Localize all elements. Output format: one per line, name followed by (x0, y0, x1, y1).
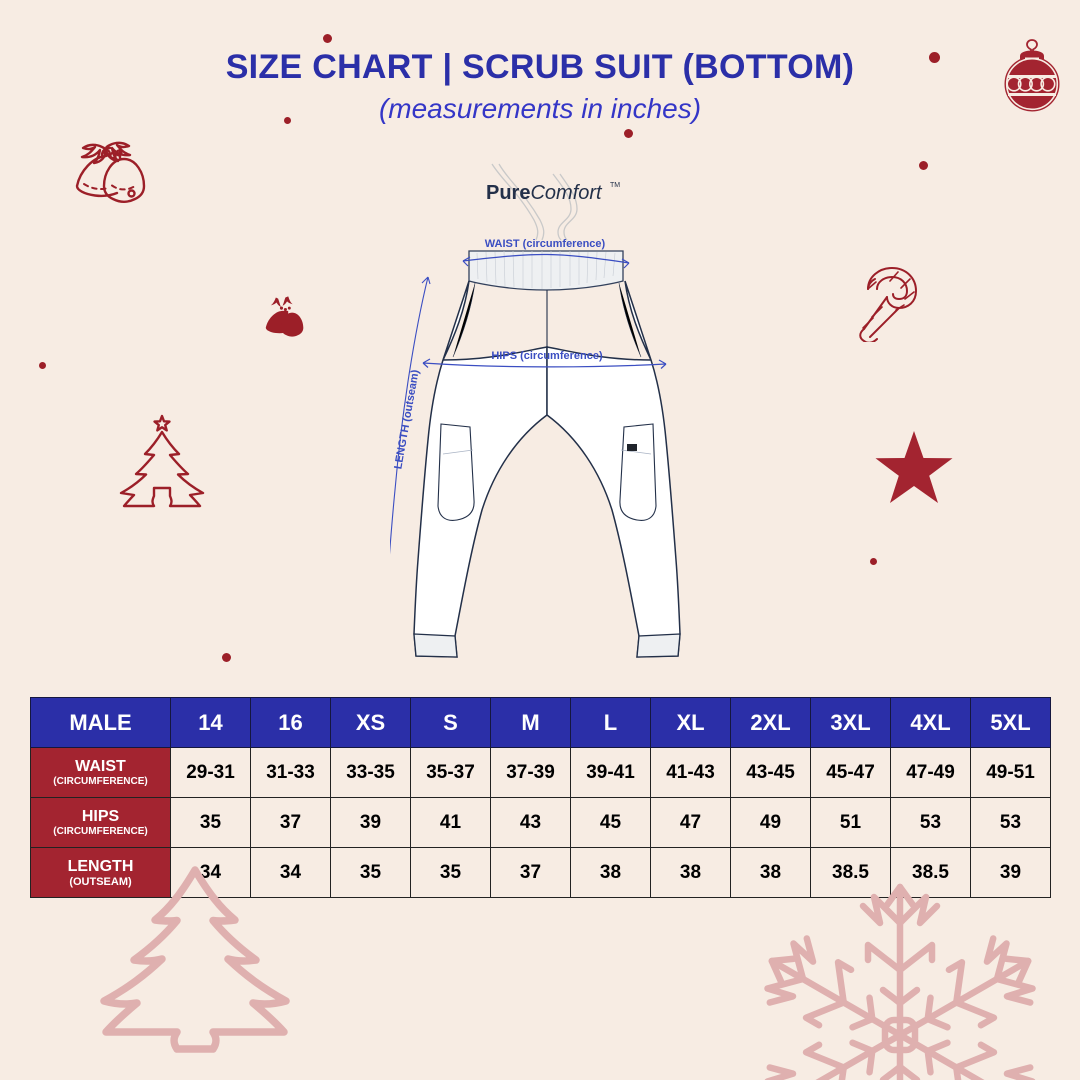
svg-text:LENGTH (outseam): LENGTH (outseam) (392, 368, 421, 470)
svg-text:TM: TM (610, 182, 620, 189)
svg-text:HIPS (circumference): HIPS (circumference) (491, 350, 603, 362)
svg-text:WAIST (circumference): WAIST (circumference) (485, 238, 606, 250)
svg-text:PureComfort: PureComfort (486, 182, 603, 204)
